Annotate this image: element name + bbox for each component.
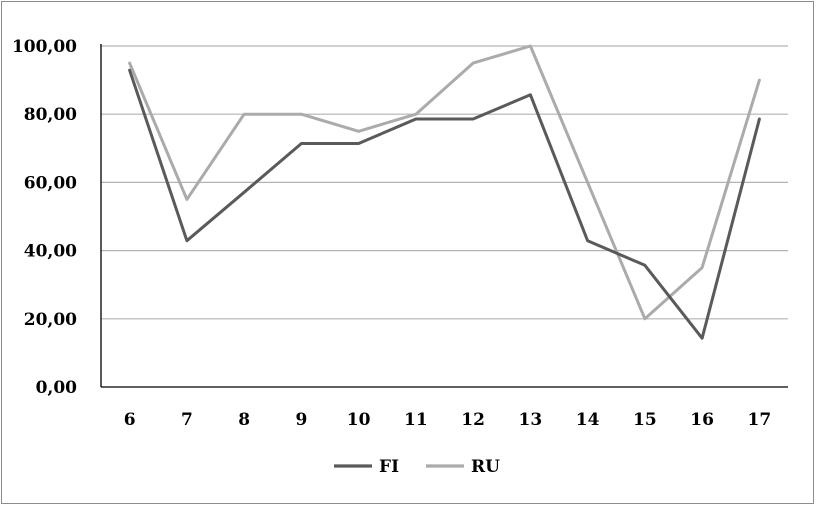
legend-label-ru: RU [471,457,500,477]
x-tick-label: 9 [295,410,307,430]
series-line-ru [128,44,761,321]
x-tick-label: 14 [576,410,600,430]
x-tick-label: 7 [181,410,193,430]
y-tick-label: 60,00 [24,173,77,193]
x-tick-label: 12 [461,410,485,430]
y-tick-labels: 0,00 20,00 40,00 60,00 80,00 100,00 [12,37,77,398]
axes [100,44,788,388]
x-tick-label: 8 [238,410,250,430]
y-tick-label: 0,00 [36,378,78,398]
x-tick-label: 13 [519,410,543,430]
x-tick-label: 16 [690,410,714,430]
x-tick-label: 11 [404,410,428,430]
x-tick-label: 17 [748,410,772,430]
y-tick-label: 100,00 [12,37,77,57]
x-tick-label: 15 [633,410,657,430]
legend: FI RU [334,457,500,477]
x-tick-label: 10 [347,410,371,430]
gridlines [101,45,788,320]
y-tick-label: 80,00 [24,105,77,125]
y-tick-label: 20,00 [24,310,77,330]
series-lines [128,44,761,340]
y-tick-label: 40,00 [24,242,77,262]
x-tick-labels: 6 7 8 9 10 11 12 13 14 15 16 17 [124,410,772,430]
series-line-fi [128,68,761,340]
legend-label-fi: FI [379,457,399,477]
x-tick-label: 6 [124,410,136,430]
